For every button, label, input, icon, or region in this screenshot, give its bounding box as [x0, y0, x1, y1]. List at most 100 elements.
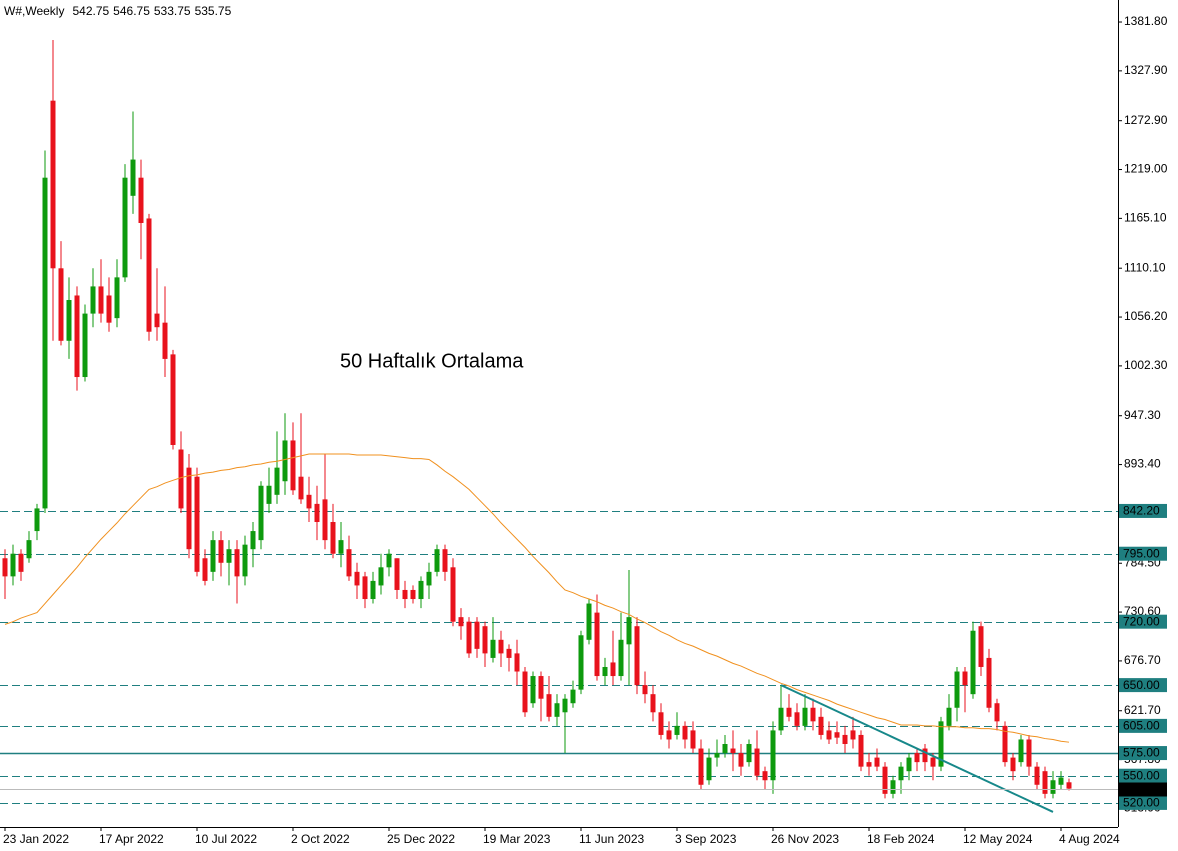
y-tick-label: 947.30 — [1124, 408, 1161, 422]
candle-body — [74, 295, 80, 378]
candle-body — [1066, 782, 1072, 789]
y-tick-label: 1327.90 — [1124, 63, 1168, 77]
candle-body — [98, 286, 104, 314]
candle-body — [714, 753, 720, 758]
candle-body — [866, 762, 872, 767]
candle-body — [1018, 739, 1024, 763]
candle-body — [658, 712, 664, 735]
candle-body — [570, 689, 576, 704]
candle-body — [378, 567, 384, 586]
candle-body — [946, 707, 952, 726]
candle-body — [538, 676, 544, 699]
candle-body — [210, 540, 216, 572]
candle-body — [682, 725, 688, 740]
candle-body — [1042, 771, 1048, 794]
candle-body — [1026, 739, 1032, 767]
level-label-box — [1119, 678, 1167, 693]
candle-body — [42, 177, 48, 509]
candle-body — [34, 508, 40, 532]
candle-body — [834, 732, 840, 738]
candle-body — [938, 721, 944, 767]
candle-body — [218, 540, 224, 563]
candle-body — [170, 354, 176, 445]
level-label-box — [1119, 546, 1167, 561]
candle-body — [1050, 780, 1056, 794]
candle-body — [602, 666, 608, 677]
candle-body — [530, 676, 536, 704]
candle-body — [274, 467, 280, 495]
candle-body — [370, 580, 376, 600]
candle-body — [770, 730, 776, 781]
level-label: 550.00 — [1123, 768, 1160, 782]
trendline — [780, 684, 1054, 813]
y-tick-label: 1110.10 — [1124, 260, 1166, 274]
y-tick-label: 1219.00 — [1124, 162, 1168, 176]
x-tick-label: 18 Feb 2024 — [867, 832, 935, 846]
candle-body — [1034, 766, 1040, 785]
axis-layer: 1381.80 1327.90 1272.90 1219.00 1165.10 1110.… — [3, 14, 1168, 846]
y-tick-label: 1272.90 — [1124, 113, 1168, 127]
candle-body — [386, 553, 392, 568]
candle-body — [314, 503, 320, 523]
y-tick-label: 1056.20 — [1124, 309, 1168, 323]
candle-body — [18, 553, 24, 572]
candle-body — [50, 100, 56, 269]
candle-body — [706, 757, 712, 781]
candle-body — [882, 766, 888, 794]
candle-body — [898, 766, 904, 781]
candle-body — [546, 694, 552, 717]
candle-body — [474, 621, 480, 649]
candle-body — [922, 748, 928, 763]
y-tick-label: 621.70 — [1124, 703, 1161, 717]
x-tick-label: 23 Jan 2022 — [3, 832, 69, 846]
candle-body — [146, 218, 152, 332]
symbol: W#,Weekly — [4, 4, 64, 18]
level-label: 795.00 — [1123, 546, 1160, 560]
candle-body — [418, 580, 424, 600]
candle-body — [858, 734, 864, 767]
candle-body — [746, 744, 752, 763]
candle-body — [890, 780, 896, 794]
candle-body — [914, 753, 920, 763]
moving-average-annotation: 50 Haftalık Ortalama — [340, 350, 524, 372]
x-tick-label: 4 Aug 2024 — [1059, 832, 1120, 846]
candle-body — [154, 313, 160, 328]
candle-body — [458, 617, 464, 627]
candle-body — [394, 558, 400, 590]
candle-body — [138, 177, 144, 223]
candle-body — [338, 540, 344, 554]
candle-body — [722, 744, 728, 754]
candle-body — [690, 730, 696, 749]
candle-body — [586, 603, 592, 640]
y-tick-label: 1165.10 — [1124, 211, 1167, 225]
level-label-box — [1119, 746, 1167, 761]
candle-body — [178, 449, 184, 509]
candle-body — [642, 685, 648, 695]
candle-body — [258, 485, 264, 541]
candle-body — [778, 707, 784, 731]
level-label-box — [1119, 614, 1167, 629]
candle-body — [330, 522, 336, 554]
candle-body — [194, 476, 200, 572]
candle-body — [410, 589, 416, 600]
candle-body — [130, 159, 136, 196]
candle-body — [962, 671, 968, 686]
candle-body — [162, 322, 168, 359]
level-label-box — [1119, 795, 1167, 810]
candle-body — [298, 476, 304, 500]
candle-body — [666, 730, 672, 740]
candle-body — [122, 177, 128, 278]
level-label: 520.00 — [1123, 796, 1160, 810]
candle-body — [66, 300, 72, 341]
candle-body — [730, 748, 736, 754]
candle-body — [354, 571, 360, 586]
candle-body — [434, 549, 440, 572]
candle-body — [26, 540, 32, 559]
candle-body — [874, 757, 880, 767]
candle-body — [626, 617, 632, 645]
candle-body — [466, 621, 472, 654]
candle-body — [842, 734, 848, 745]
candle-body — [306, 494, 312, 509]
candle-body — [1010, 757, 1016, 772]
